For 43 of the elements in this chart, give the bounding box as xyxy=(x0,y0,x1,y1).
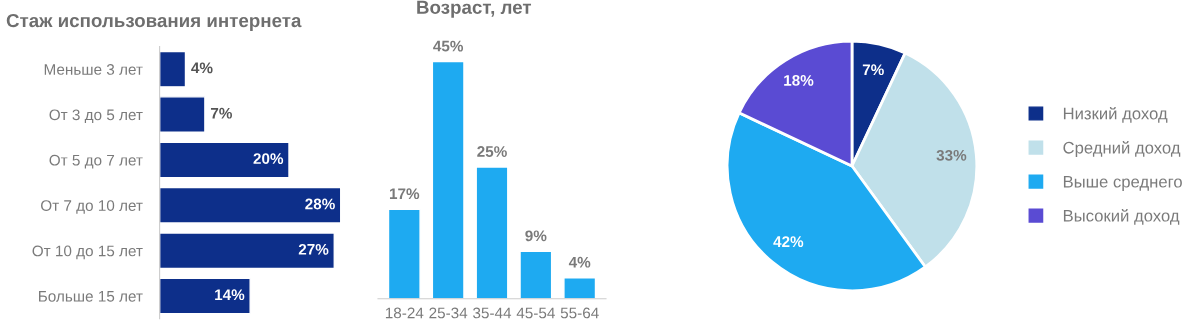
data-label: 28% xyxy=(305,198,335,210)
bar xyxy=(563,277,597,299)
data-label: 45% xyxy=(433,40,464,52)
x-tick-label: 45-54 xyxy=(516,307,555,319)
chart-title: Возраст, лет xyxy=(417,0,532,18)
data-label: 42% xyxy=(773,236,804,247)
bar xyxy=(159,96,206,133)
data-label: 17% xyxy=(389,188,420,200)
data-label: 14% xyxy=(215,289,245,301)
y-tick-label: От 7 до 10 лет xyxy=(41,200,143,214)
data-label: 7% xyxy=(210,107,232,119)
data-label: 18% xyxy=(784,74,814,86)
bar xyxy=(431,60,465,299)
x-tick-label: 25-34 xyxy=(429,307,468,319)
legend-label: Выше среднего xyxy=(1063,175,1182,191)
data-label: 4% xyxy=(191,62,213,74)
chart-title: Стаж использования интернета xyxy=(6,13,302,31)
legend-label: Средний доход xyxy=(1063,141,1181,157)
bar xyxy=(475,166,509,299)
legend-label: Высокий доход xyxy=(1063,209,1180,225)
bar xyxy=(159,186,342,224)
bar xyxy=(387,208,421,299)
y-tick-label: От 3 до 5 лет xyxy=(49,109,143,124)
x-tick-label: 55-64 xyxy=(560,307,599,319)
bar xyxy=(159,141,290,179)
data-label: 25% xyxy=(477,146,507,157)
legend-label: Низкий доход xyxy=(1063,106,1168,123)
bar xyxy=(159,232,335,270)
data-label: 27% xyxy=(298,243,329,255)
data-label: 4% xyxy=(568,256,591,268)
data-label: 20% xyxy=(253,153,284,165)
x-tick-label: 18-24 xyxy=(385,307,424,319)
x-tick-label: 35-44 xyxy=(473,307,512,319)
data-label: 9% xyxy=(525,230,547,242)
bar xyxy=(159,277,251,315)
y-tick-label: Больше 15 лет xyxy=(39,291,143,302)
y-tick-label: От 10 до 15 лет xyxy=(32,245,143,260)
y-tick-label: От 5 до 7 лет xyxy=(49,154,143,169)
bar xyxy=(519,250,553,299)
bar xyxy=(159,50,187,88)
y-tick-label: Меньше 3 лет xyxy=(44,64,143,75)
data-label: 33% xyxy=(936,149,967,161)
data-label: 7% xyxy=(862,64,884,76)
